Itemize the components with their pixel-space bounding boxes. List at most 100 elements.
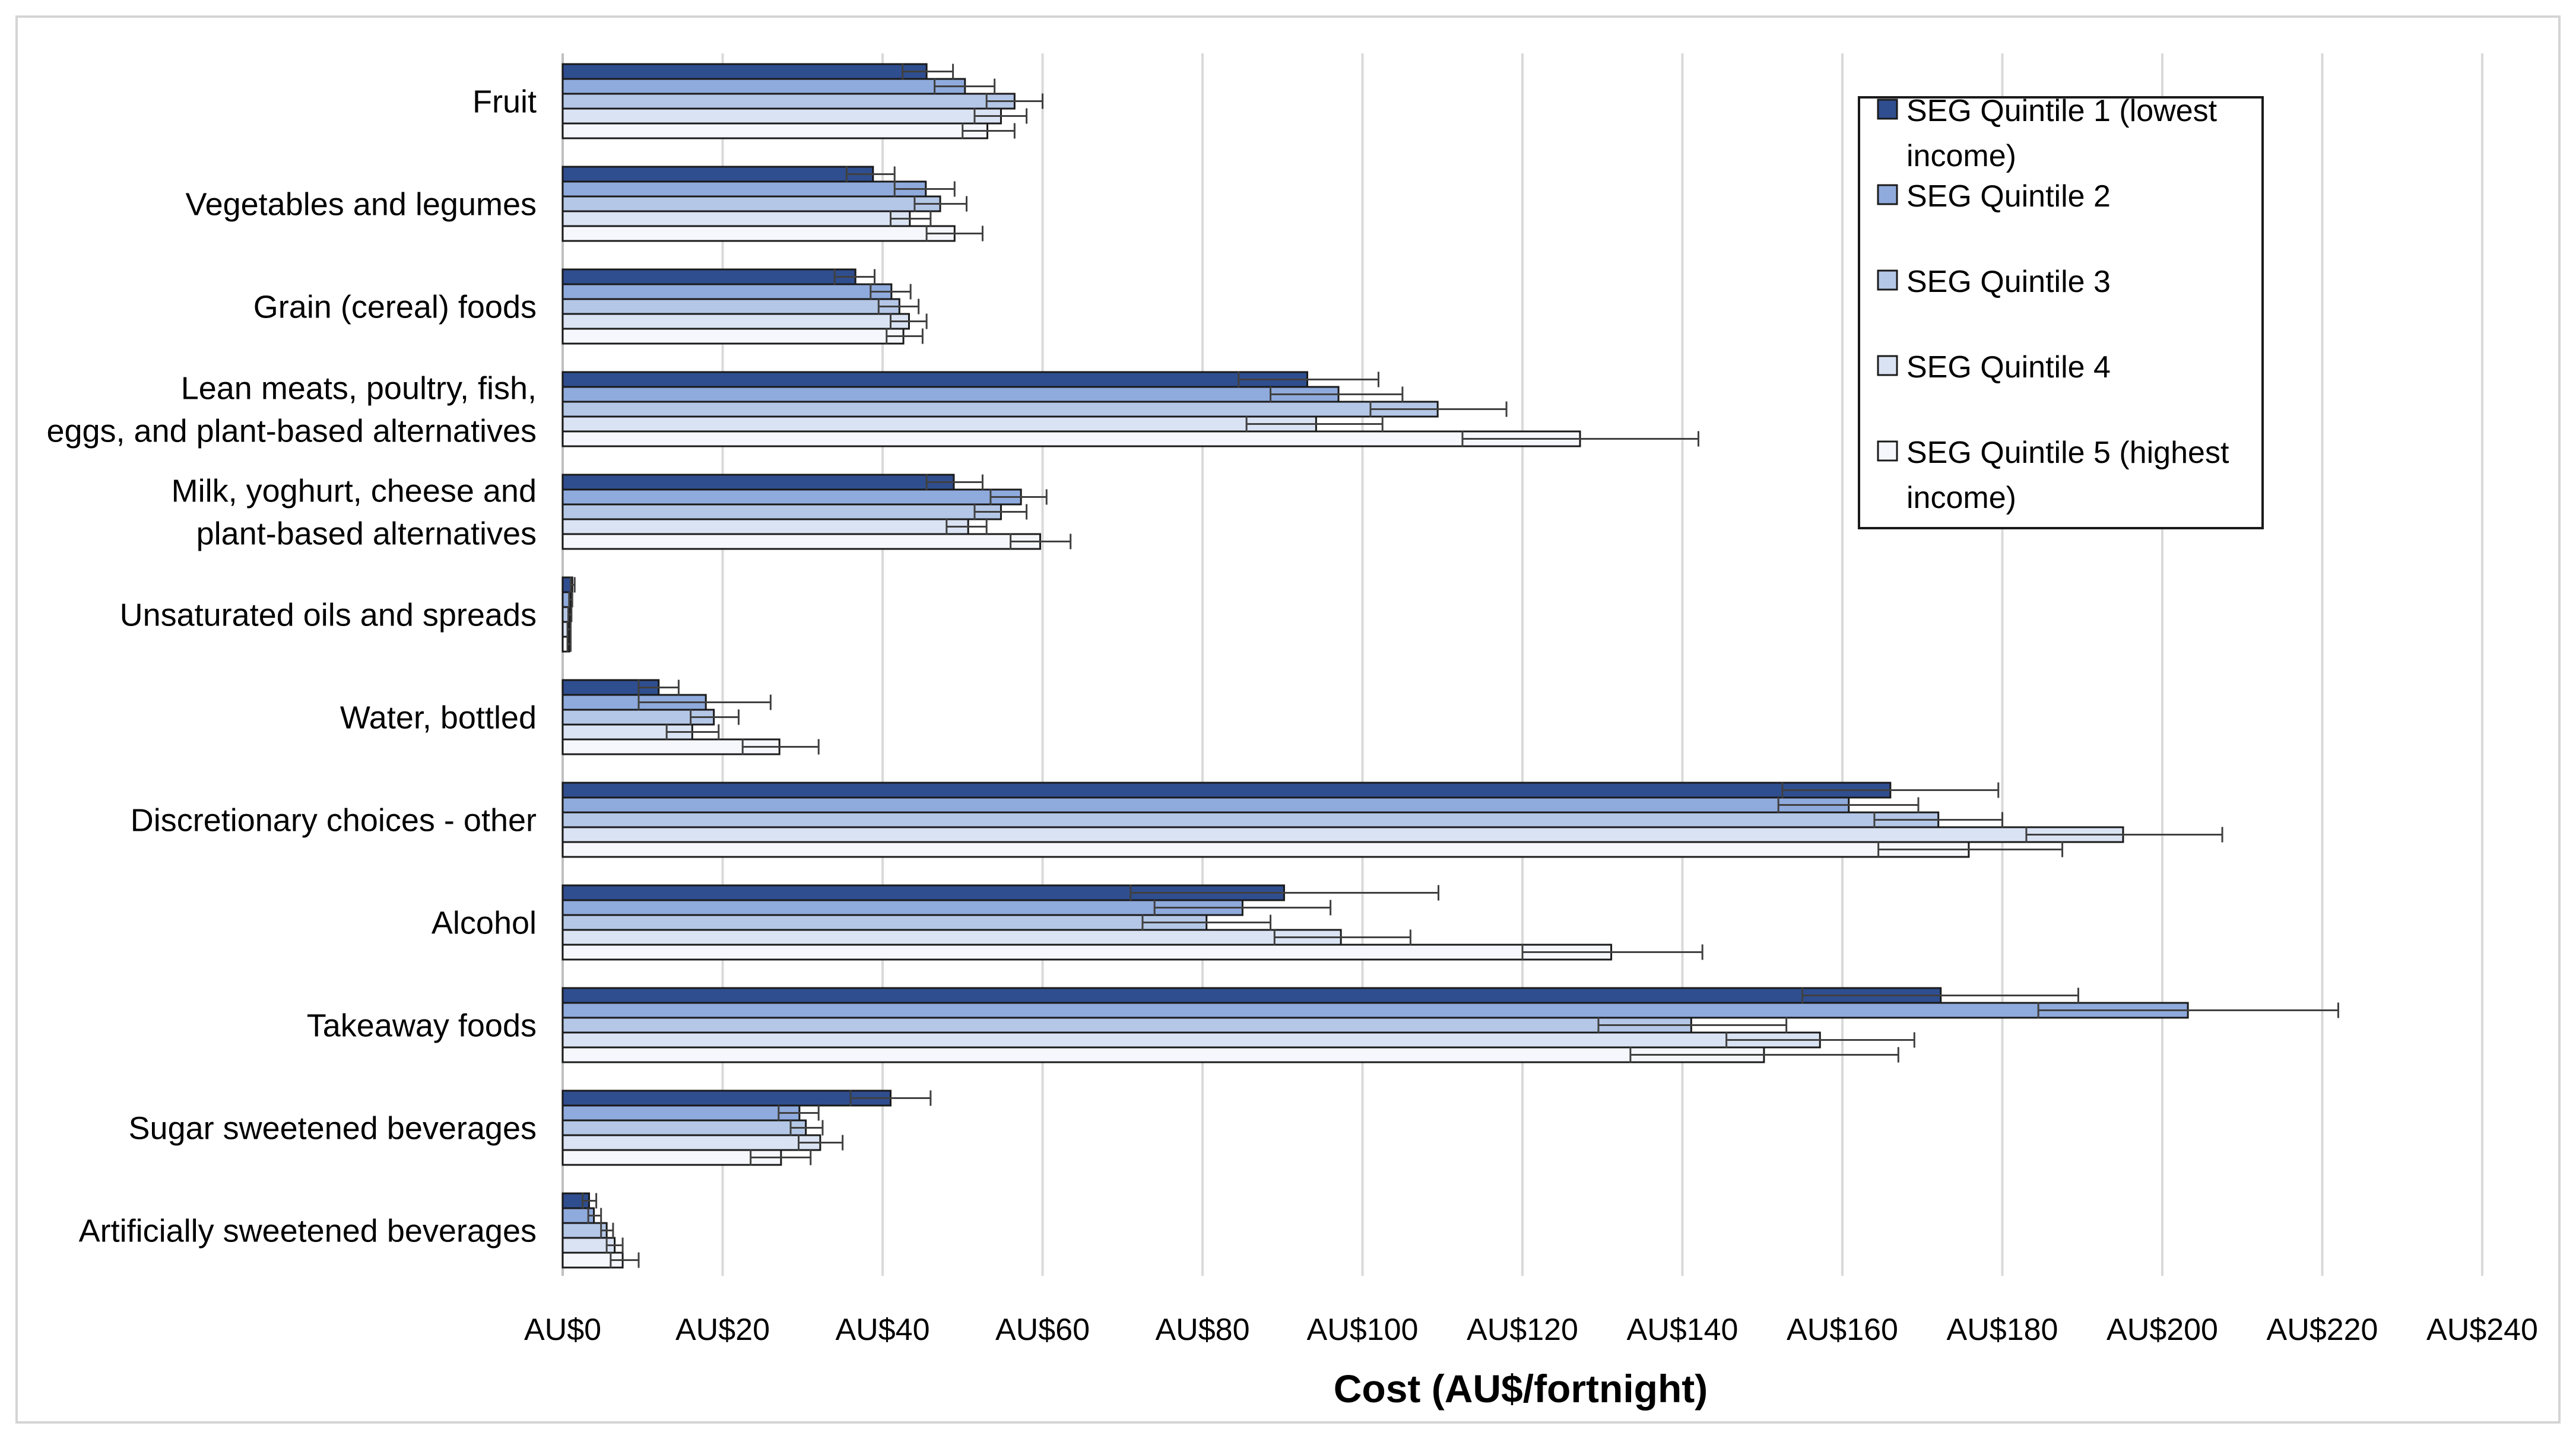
category-label-line: plant-based alternatives (196, 516, 537, 552)
bar (561, 1090, 892, 1107)
bar (561, 929, 1342, 946)
bar (561, 328, 905, 345)
bar (561, 180, 927, 198)
x-tick-labels: AU$0 AU$20 AU$40 AU$60 AU$80 AU$100 AU$120 AU$1… (524, 1313, 2538, 1347)
bar (561, 1046, 1765, 1063)
bar (561, 195, 941, 212)
category-label-line: Alcohol (432, 906, 537, 941)
bars (561, 63, 2189, 1269)
bar (561, 93, 1016, 110)
bar (561, 1119, 807, 1136)
category-label-line: Sugar sweetened beverages (129, 1111, 537, 1146)
legend-label: SEG Quintile 4 (1906, 350, 2111, 385)
x-tick-label: AU$200 (2107, 1313, 2218, 1347)
x-tick-label: AU$60 (995, 1313, 1090, 1347)
category-label-line: Artificially sweetened beverages (79, 1214, 537, 1249)
x-tick-label: AU$100 (1307, 1313, 1419, 1347)
category-label-line: Water, bottled (340, 700, 537, 736)
bar (561, 122, 989, 139)
legend-label-line: SEG Quintile 5 (highest (1906, 436, 2229, 470)
bar (561, 225, 956, 242)
bar (561, 533, 1041, 550)
legend-swatch (1877, 440, 1898, 462)
category-label: Fruit (472, 84, 537, 120)
bar (561, 63, 928, 80)
category-label: Water, bottled (340, 700, 537, 736)
x-tick-label: AU$40 (836, 1313, 930, 1347)
category-label: Lean meats, poultry, fish, eggs, and plan… (46, 371, 537, 449)
bar (561, 313, 910, 330)
bar (561, 210, 911, 227)
bar (561, 1134, 821, 1151)
bar (561, 811, 1940, 828)
legend-label: SEG Quintile 5 (highest income) (1906, 436, 2229, 515)
bar (561, 1222, 608, 1239)
legend-label-line: income) (1906, 139, 2016, 173)
bar (561, 841, 1970, 858)
legend: SEG Quintile 1 (lowest income)SEG Quintil… (1858, 94, 2264, 529)
legend-swatch (1877, 99, 1898, 120)
legend-swatch (1877, 355, 1898, 376)
category-label-line: Fruit (472, 84, 537, 120)
bar (561, 899, 1243, 916)
legend-label-line: SEG Quintile 2 (1906, 179, 2111, 214)
category-label-line: Milk, yoghurt, cheese and (172, 474, 537, 509)
category-label-line: Lean meats, poultry, fish, (181, 371, 537, 406)
legend-swatch (1877, 184, 1898, 205)
legend-label-line: SEG Quintile 1 (lowest (1906, 94, 2217, 128)
bar (561, 1031, 1821, 1049)
bar (561, 107, 1002, 125)
bar (561, 371, 1309, 388)
legend-label: SEG Quintile 1 (lowest income) (1906, 94, 2217, 173)
bar (561, 78, 966, 95)
bar (561, 298, 900, 315)
bar (561, 944, 1613, 961)
legend-box (1858, 96, 2264, 529)
x-tick-label: AU$80 (1156, 1313, 1250, 1347)
bar (561, 503, 1002, 520)
category-label: Artificially sweetened beverages (79, 1214, 537, 1249)
x-tick-label: AU$220 (2267, 1313, 2378, 1347)
bar (561, 283, 893, 300)
x-tick-label: AU$160 (1787, 1313, 1898, 1347)
bar (561, 488, 1022, 506)
legend-label: SEG Quintile 2 (1906, 179, 2111, 214)
category-labels: Fruit Vegetables and legumes Grain (cereal… (46, 84, 537, 1249)
bar (561, 386, 1340, 403)
category-label: Milk, yoghurt, cheese and plant-based alt… (172, 474, 537, 552)
category-label-line: eggs, and plant-based alternatives (46, 414, 537, 449)
legend-label-line: SEG Quintile 3 (1906, 265, 2111, 299)
bar (561, 415, 1317, 433)
legend-swatch (1877, 269, 1898, 291)
bar (561, 1002, 2189, 1019)
x-tick-label: AU$20 (675, 1313, 770, 1347)
bar (561, 826, 2124, 843)
bar (561, 1149, 782, 1166)
bar (561, 782, 1892, 799)
x-tick-label: AU$0 (524, 1313, 601, 1347)
category-label-line: Discretionary choices - other (131, 803, 537, 838)
category-label: Alcohol (432, 906, 537, 941)
bar (561, 1104, 801, 1122)
legend-label-line: income) (1906, 481, 2016, 515)
error-bars (566, 63, 2339, 1268)
x-tick-label: AU$180 (1947, 1313, 2058, 1347)
bar (561, 268, 856, 285)
category-label: Grain (cereal) foods (253, 290, 537, 325)
category-label-line: Vegetables and legumes (186, 187, 537, 223)
legend-label: SEG Quintile 3 (1906, 265, 2111, 299)
bar (561, 796, 1850, 814)
category-label-line: Grain (cereal) foods (253, 290, 537, 325)
category-label-line: Takeaway foods (307, 1008, 537, 1044)
category-label-line: Unsaturated oils and spreads (120, 598, 537, 633)
bar (561, 401, 1439, 418)
category-label: Discretionary choices - other (131, 803, 537, 838)
legend-label-line: SEG Quintile 4 (1906, 350, 2111, 385)
bar (561, 1017, 1692, 1034)
category-label: Vegetables and legumes (186, 187, 537, 223)
x-tick-label: AU$240 (2426, 1313, 2538, 1347)
bar (561, 987, 1942, 1004)
category-label: Unsaturated oils and spreads (120, 598, 537, 633)
